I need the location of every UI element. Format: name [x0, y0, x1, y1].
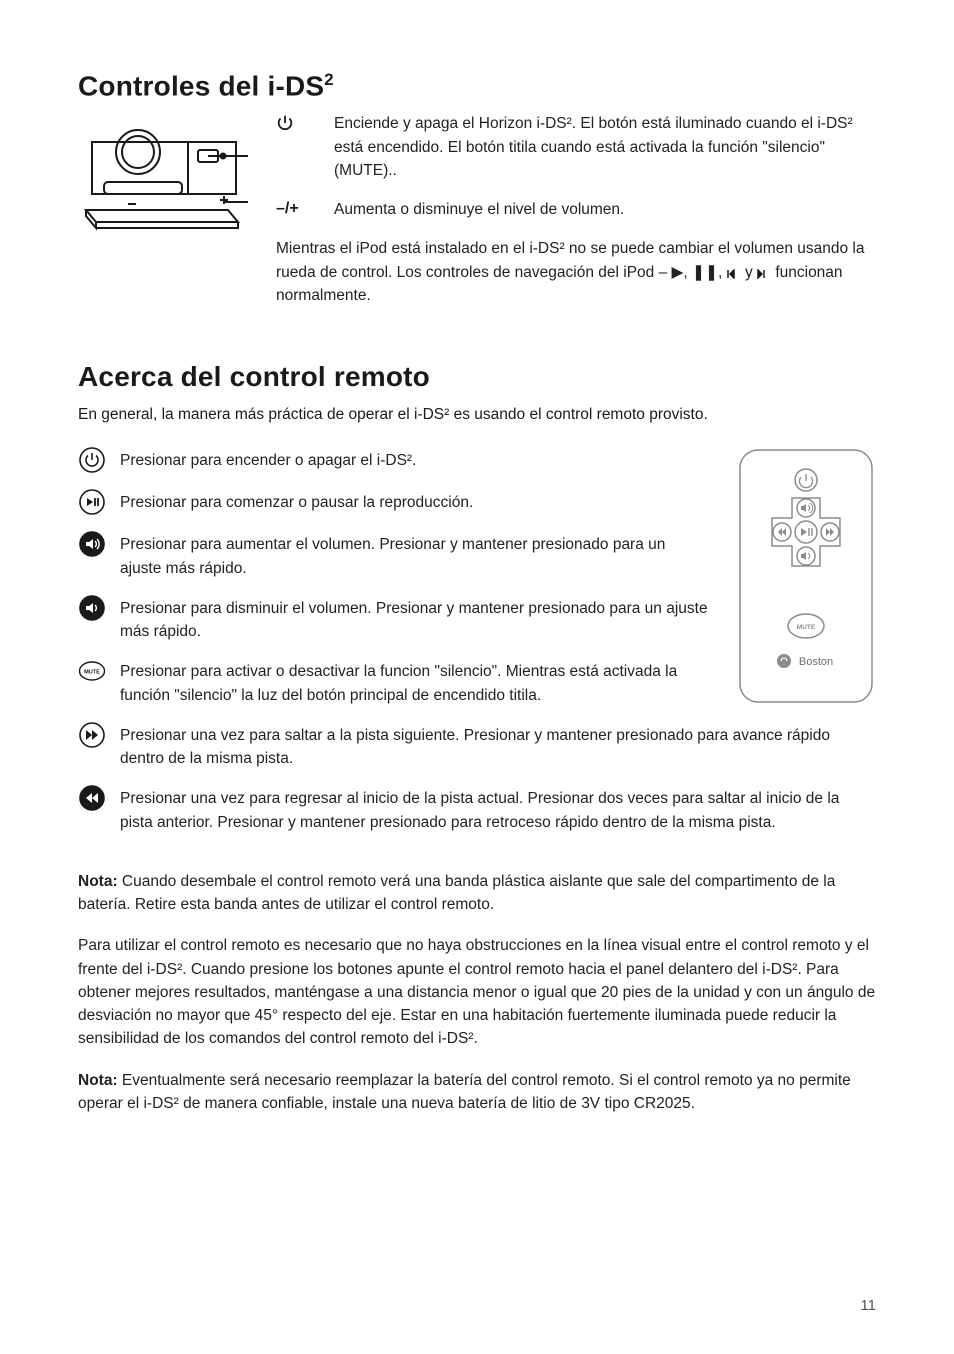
- next-track-icon: [78, 721, 106, 749]
- svg-text:MUTE: MUTE: [797, 624, 816, 631]
- svg-text:MUTE: MUTE: [84, 670, 100, 676]
- svg-text:Boston: Boston: [799, 656, 833, 668]
- minus-plus-icon: –/+: [276, 198, 308, 218]
- control-power: Enciende y apaga el Horizon i-DS². El bo…: [276, 112, 876, 182]
- note-2: Nota: Eventualmente será necesario reemp…: [78, 1069, 876, 1116]
- device-illustration: [78, 112, 248, 242]
- remote-item-prev: Presionar una vez para regresar al inici…: [78, 784, 876, 834]
- remote-item-power: Presionar para encender o apagar el i-DS…: [78, 446, 710, 474]
- remote-illustration: MUTE Boston: [736, 446, 876, 711]
- remote-item-next: Presionar una vez para saltar a la pista…: [78, 721, 876, 771]
- section-controles: Controles del i-DS2: [78, 70, 876, 325]
- volume-up-icon: [78, 530, 106, 558]
- remote-subline: En general, la manera más práctica de op…: [78, 403, 876, 426]
- heading-controles: Controles del i-DS2: [78, 70, 876, 102]
- prev-track-icon: [78, 784, 106, 812]
- remote-button-list: Presionar para encender o apagar el i-DS…: [78, 446, 710, 721]
- remote-item-playpause: Presionar para comenzar o pausar la repr…: [78, 488, 710, 516]
- ipod-wheel-note: Mientras el iPod está instalado en el i-…: [276, 237, 876, 307]
- remote-item-mute: MUTE Presionar para activar o desactivar…: [78, 657, 710, 707]
- volume-down-icon: [78, 594, 106, 622]
- remote-item-voldown: Presionar para disminuir el volumen. Pre…: [78, 594, 710, 644]
- heading-remote: Acerca del control remoto: [78, 361, 876, 393]
- mute-icon: MUTE: [78, 657, 106, 685]
- control-power-text: Enciende y apaga el Horizon i-DS². El bo…: [334, 112, 876, 182]
- page-number: 11: [860, 1297, 876, 1314]
- remote-item-volup: Presionar para aumentar el volumen. Pres…: [78, 530, 710, 580]
- note-1: Nota: Cuando desembale el control remoto…: [78, 870, 876, 917]
- power-icon: [78, 446, 106, 474]
- section-remote: Acerca del control remoto En general, la…: [78, 361, 876, 834]
- control-volume-text: Aumenta o disminuye el nivel de volumen.: [334, 198, 876, 221]
- play-pause-icon: [78, 488, 106, 516]
- power-icon: [276, 112, 308, 137]
- control-volume: –/+ Aumenta o disminuye el nivel de volu…: [276, 198, 876, 221]
- line-of-sight-note: Para utilizar el control remoto es neces…: [78, 934, 876, 1050]
